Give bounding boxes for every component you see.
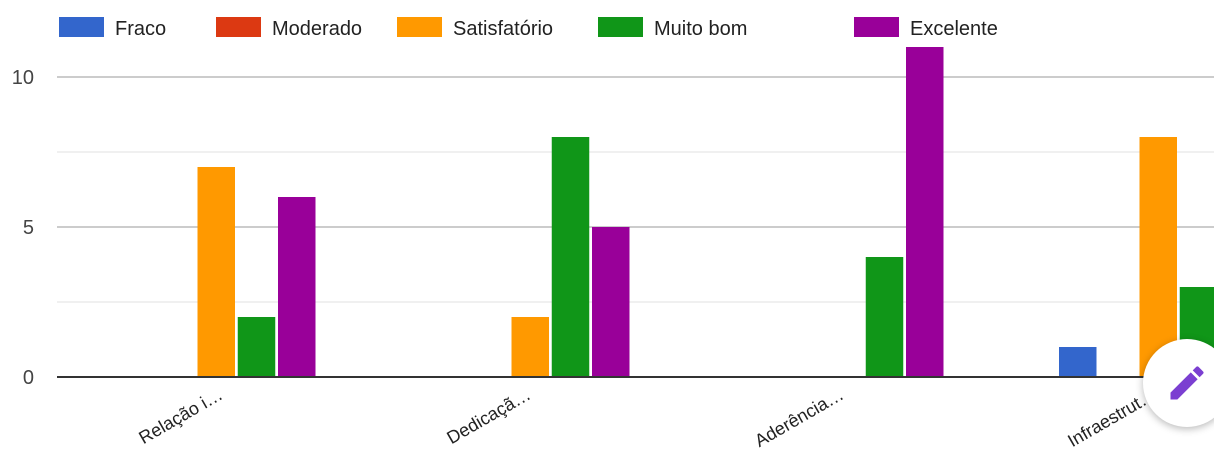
legend-label: Fraco <box>115 18 166 40</box>
legend-label: Excelente <box>910 18 998 40</box>
bar-satisfatório <box>1139 137 1177 377</box>
bar-muito-bom <box>865 257 904 377</box>
bar-satisfatório <box>511 317 549 377</box>
bar-fraco <box>1059 347 1097 377</box>
gridlines <box>57 76 1214 303</box>
y-tick-label: 0 <box>23 367 34 389</box>
y-axis-ticks: 0 5 10 <box>12 67 34 389</box>
legend-swatch <box>598 17 643 37</box>
bar-muito-bom <box>551 137 590 377</box>
x-category-label: Dedicaçã… <box>443 384 534 448</box>
x-category-label: Relação i… <box>135 384 226 448</box>
y-tick-label: 10 <box>12 67 34 89</box>
bar-excelente <box>278 197 316 377</box>
bar-muito-bom <box>237 317 276 377</box>
x-category-label: Aderência… <box>751 384 847 451</box>
bar-satisfatório <box>197 167 235 377</box>
legend-label: Moderado <box>272 18 362 40</box>
x-axis-labels: Relação i… Dedicaçã… Aderência… Infraestrut… <box>135 384 1160 451</box>
legend: Fraco Moderado Satisfatório Muito bom Excele… <box>59 17 998 40</box>
legend-label: Satisfatório <box>453 18 553 40</box>
bar-excelente <box>592 227 630 377</box>
legend-swatch <box>59 17 104 37</box>
legend-swatch <box>397 17 442 37</box>
bars <box>197 47 1214 377</box>
legend-label: Muito bom <box>654 18 747 40</box>
pencil-icon <box>1170 366 1204 400</box>
legend-swatch <box>854 17 899 37</box>
bar-excelente <box>906 47 944 377</box>
y-tick-label: 5 <box>23 217 34 239</box>
legend-swatch <box>216 17 261 37</box>
edit-button[interactable] <box>1143 339 1214 427</box>
